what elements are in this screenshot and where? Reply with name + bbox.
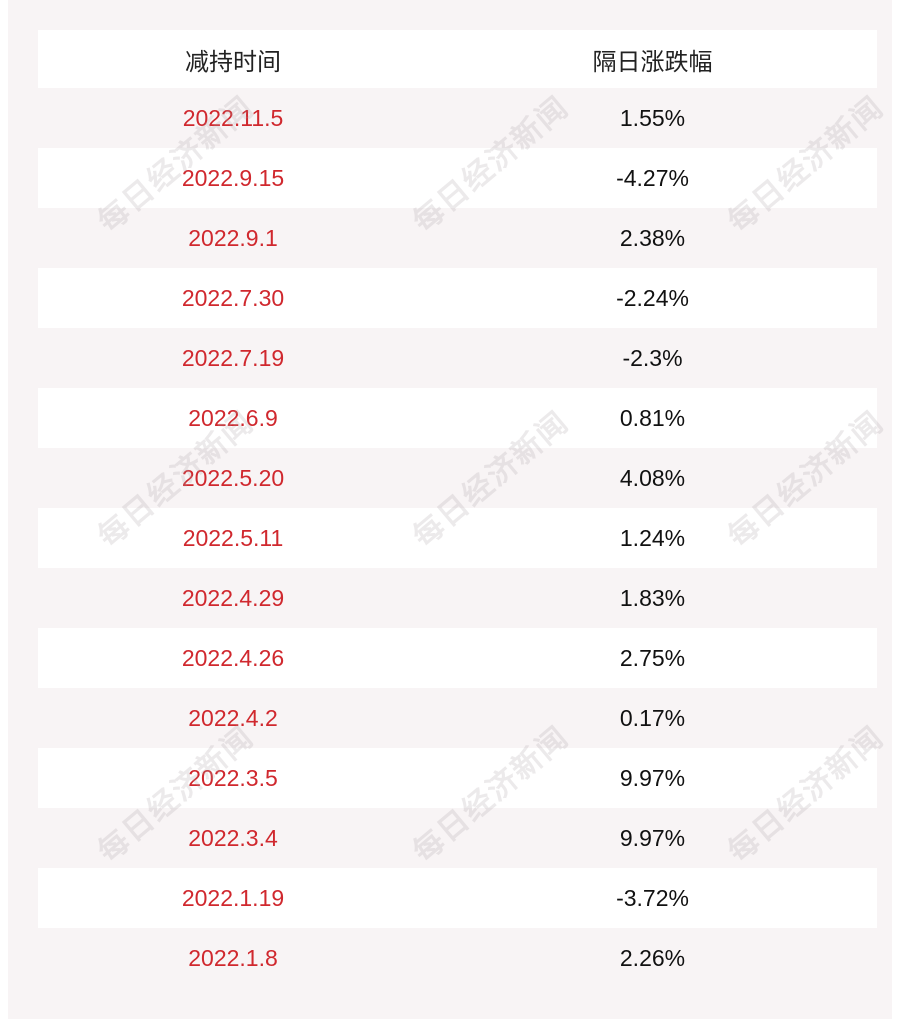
date-cell: 2022.5.20 <box>38 448 428 508</box>
date-cell: 2022.9.1 <box>38 208 428 268</box>
table-row: 2022.5.20 4.08% <box>38 448 877 508</box>
change-cell: 0.17% <box>428 688 877 748</box>
date-cell: 2022.7.19 <box>38 328 428 388</box>
date-cell: 2022.5.11 <box>38 508 428 568</box>
change-cell: -4.27% <box>428 148 877 208</box>
change-cell: 1.55% <box>428 88 877 148</box>
header-cell: 减持时间 <box>38 30 428 88</box>
change-cell: 4.08% <box>428 448 877 508</box>
date-cell: 2022.4.2 <box>38 688 428 748</box>
data-table: 减持时间 隔日涨跌幅 2022.11.5 1.55% 2022.9.15 -4.27%… <box>38 30 877 988</box>
table-row: 2022.3.5 9.97% <box>38 748 877 808</box>
change-cell: 9.97% <box>428 808 877 868</box>
change-cell: -2.3% <box>428 328 877 388</box>
header-row: 减持时间 隔日涨跌幅 <box>38 30 877 88</box>
table-row: 2022.7.19 -2.3% <box>38 328 877 388</box>
date-cell: 2022.4.29 <box>38 568 428 628</box>
table-row: 2022.6.9 0.81% <box>38 388 877 448</box>
change-cell: 1.83% <box>428 568 877 628</box>
date-cell: 2022.3.4 <box>38 808 428 868</box>
table-row: 2022.4.29 1.83% <box>38 568 877 628</box>
date-cell: 2022.1.19 <box>38 868 428 928</box>
date-cell: 2022.9.15 <box>38 148 428 208</box>
table-row: 2022.9.1 2.38% <box>38 208 877 268</box>
date-cell: 2022.3.5 <box>38 748 428 808</box>
table-row: 2022.11.5 1.55% <box>38 88 877 148</box>
table-row: 2022.3.4 9.97% <box>38 808 877 868</box>
change-cell: -3.72% <box>428 868 877 928</box>
change-cell: 0.81% <box>428 388 877 448</box>
table-row: 2022.1.19 -3.72% <box>38 868 877 928</box>
change-cell: 2.75% <box>428 628 877 688</box>
table-row: 2022.5.11 1.24% <box>38 508 877 568</box>
date-cell: 2022.6.9 <box>38 388 428 448</box>
date-cell: 2022.1.8 <box>38 928 428 988</box>
date-cell: 2022.11.5 <box>38 88 428 148</box>
change-cell: -2.24% <box>428 268 877 328</box>
date-cell: 2022.4.26 <box>38 628 428 688</box>
table-row: 2022.4.2 0.17% <box>38 688 877 748</box>
table-row: 2022.1.8 2.26% <box>38 928 877 988</box>
change-cell: 2.38% <box>428 208 877 268</box>
table-row: 2022.7.30 -2.24% <box>38 268 877 328</box>
change-cell: 2.26% <box>428 928 877 988</box>
change-cell: 9.97% <box>428 748 877 808</box>
date-cell: 2022.7.30 <box>38 268 428 328</box>
table-row: 2022.9.15 -4.27% <box>38 148 877 208</box>
table-row: 2022.4.26 2.75% <box>38 628 877 688</box>
change-cell: 1.24% <box>428 508 877 568</box>
background: 减持时间 隔日涨跌幅 2022.11.5 1.55% 2022.9.15 -4.27%… <box>8 0 892 1019</box>
header-cell: 隔日涨跌幅 <box>428 30 877 88</box>
